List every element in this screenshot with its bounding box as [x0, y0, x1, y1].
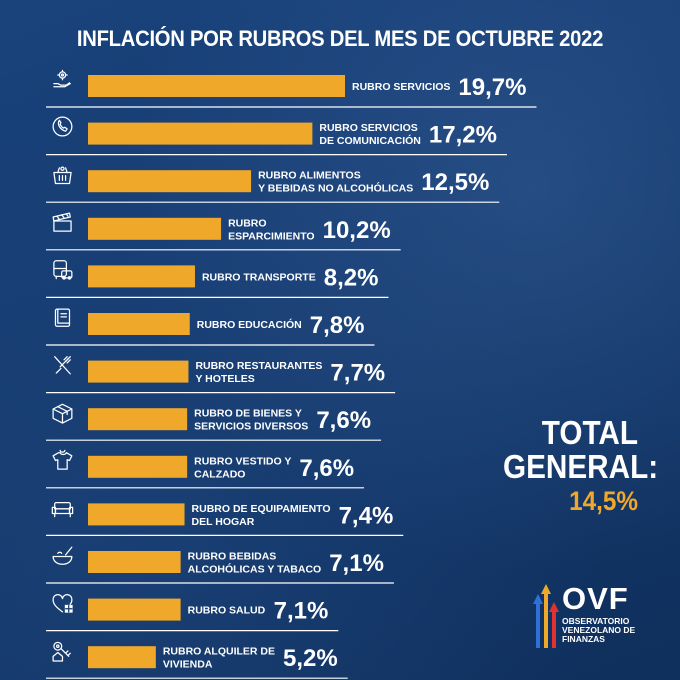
value-label: 10,2%	[323, 217, 391, 244]
category-label: RUBRO SERVICIOS	[352, 81, 450, 93]
logo-name: OVF	[562, 581, 629, 616]
category-label: RUBRO DE BIENES Y SERVICIOS DIVERSOS	[194, 408, 308, 433]
bar	[88, 75, 345, 97]
clapperboard-icon	[52, 212, 72, 232]
fork-knife-icon	[54, 356, 71, 375]
value-label: 7,6%	[316, 407, 371, 434]
total-value: 14,5%	[569, 486, 638, 516]
grocery-basket-icon	[53, 166, 72, 185]
value-label: 5,2%	[283, 645, 338, 672]
bus-car-icon	[53, 260, 73, 280]
bar	[88, 503, 185, 526]
logo-arrows-icon	[533, 584, 559, 648]
value-label: 7,1%	[329, 550, 384, 577]
value-label: 8,2%	[324, 264, 379, 291]
bar	[88, 551, 181, 573]
ovf-logo: OVF OBSERVATORIO VENEZOLANO DE FINANZAS	[532, 582, 662, 652]
chart-title: INFLACIÓN POR RUBROS DEL MES DE OCTUBRE …	[76, 26, 604, 51]
bar	[88, 455, 188, 478]
value-label: 12,5%	[421, 169, 489, 196]
sofa-icon	[51, 502, 74, 518]
gear-hand-icon	[53, 69, 71, 88]
bar	[88, 360, 189, 383]
bar	[88, 122, 313, 145]
tshirt-icon	[52, 449, 73, 470]
category-label: RUBRO EDUCACIÓN	[197, 318, 302, 331]
logo-line-1: OBSERVATORIO	[562, 616, 630, 626]
category-label: RUBRO RESTAURANTES Y HOTELES	[195, 360, 322, 385]
logo-line-2: VENEZOLANO DE	[562, 625, 636, 635]
category-label: RUBRO BEBIDAS ALCOHÓLICAS Y TABACO	[188, 551, 322, 576]
value-label: 17,2%	[429, 122, 497, 149]
category-label: RUBRO ALIMENTOS Y BEBIDAS NO ALCOHÓLICAS	[258, 170, 413, 195]
bar	[88, 646, 156, 669]
bar	[88, 170, 252, 193]
bar	[88, 217, 222, 240]
bar	[88, 265, 195, 288]
total-label: TOTAL GENERAL:	[503, 414, 659, 485]
phone-icon	[52, 116, 73, 137]
category-label: RUBRO SERVICIOS DE COMUNICACIÓN	[319, 122, 421, 147]
box-icon	[52, 403, 73, 424]
category-label: RUBRO TRANSPORTE	[202, 271, 316, 283]
book-icon	[54, 308, 71, 327]
value-label: 7,4%	[339, 502, 394, 529]
category-label: RUBRO DE EQUIPAMIENTO DEL HOGAR	[192, 503, 331, 528]
value-label: 7,7%	[330, 360, 385, 387]
value-label: 7,6%	[299, 455, 354, 482]
bar	[88, 598, 181, 621]
heart-plus-icon	[52, 594, 73, 613]
category-label: RUBRO VESTIDO Y CALZADO	[194, 455, 291, 480]
bar	[88, 313, 190, 335]
total-general: TOTAL GENERAL: 14,5%	[488, 414, 659, 518]
category-label: RUBRO ESPARCIMIENTO	[228, 217, 315, 242]
key-house-icon	[52, 641, 71, 662]
value-label: 7,8%	[310, 312, 365, 339]
bowl-icon	[52, 546, 73, 565]
category-label: RUBRO ALQUILER DE VIVIENDA	[163, 646, 275, 671]
value-label: 7,1%	[274, 598, 329, 625]
value-label: 19,7%	[458, 74, 526, 101]
bar	[88, 408, 188, 431]
category-label: RUBRO SALUD	[188, 605, 266, 617]
logo-line-3: FINANZAS	[562, 634, 605, 644]
